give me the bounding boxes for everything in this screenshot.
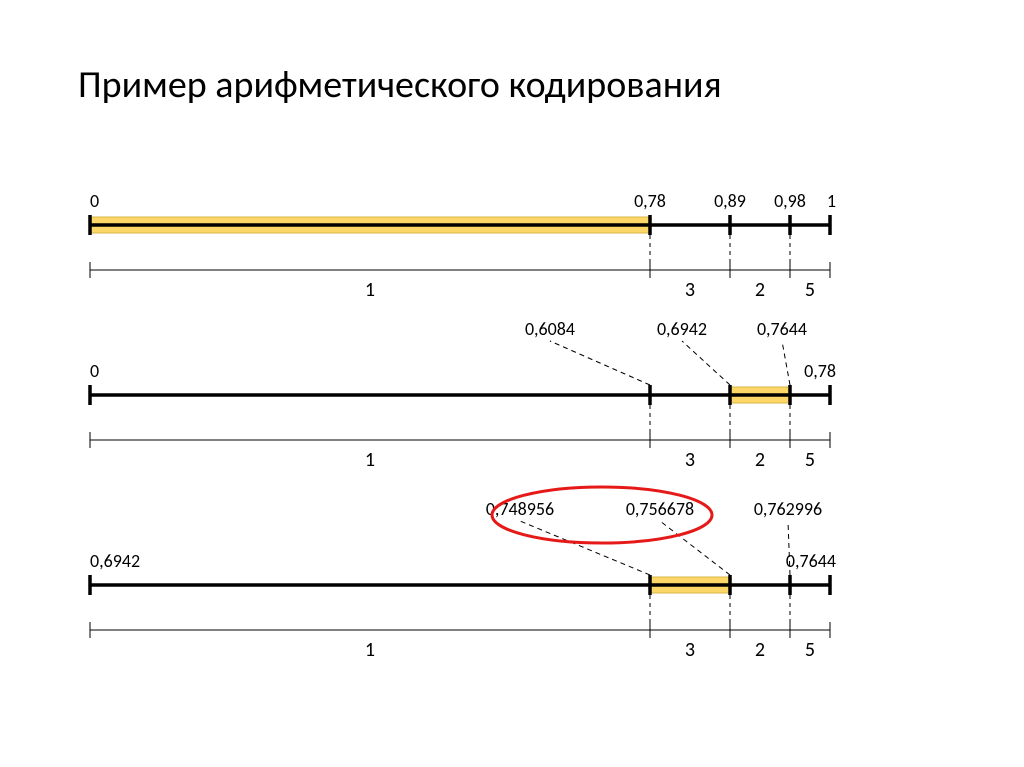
segment-label: 5 [805, 278, 815, 302]
segment-label: 5 [805, 448, 815, 472]
leader-line [520, 521, 650, 575]
tick-label: 0,6942 [657, 318, 707, 340]
segment-label: 2 [755, 638, 765, 662]
tick-label: 0,78 [804, 360, 836, 382]
tick-label: 0,6084 [525, 318, 575, 340]
tick-label: 1 [827, 190, 836, 212]
tick-label: 0,756678 [626, 498, 694, 520]
tick-label: 0,7644 [757, 318, 807, 340]
tick-label: 0,6942 [90, 550, 140, 572]
tick-label: 0,98 [774, 190, 806, 212]
tick-label: 0,78 [634, 190, 666, 212]
tick-label: 0,7644 [786, 550, 836, 572]
slide: Пример арифметического кодирования 0 0,78… [0, 0, 1024, 767]
segment-label: 5 [805, 638, 815, 662]
segment-label: 3 [685, 448, 695, 472]
segment-label: 1 [365, 638, 375, 662]
tick-label: 0 [90, 360, 99, 382]
coding-diagram: 0 0,78 0,89 0,98 1 1 3 2 5 0 0,6084 0,6942 0,7644 0,7… [80, 170, 860, 730]
segment-label: 1 [365, 278, 375, 302]
tick-label: 0,89 [714, 190, 746, 212]
tick-label: 0,762996 [754, 498, 822, 520]
diagram-wrap: 0 0,78 0,89 0,98 1 1 3 2 5 0 0,6084 0,6942 0,7644 0,7… [80, 170, 860, 735]
segment-label: 2 [755, 448, 765, 472]
leader-line [682, 341, 730, 385]
tick-label: 0 [90, 190, 99, 212]
segment-label: 2 [755, 278, 765, 302]
segment-label: 3 [685, 638, 695, 662]
segment-label: 3 [685, 278, 695, 302]
leader-line [782, 341, 790, 385]
leader-line [550, 341, 650, 385]
page-title: Пример арифметического кодирования [78, 62, 722, 108]
segment-label: 1 [365, 448, 375, 472]
